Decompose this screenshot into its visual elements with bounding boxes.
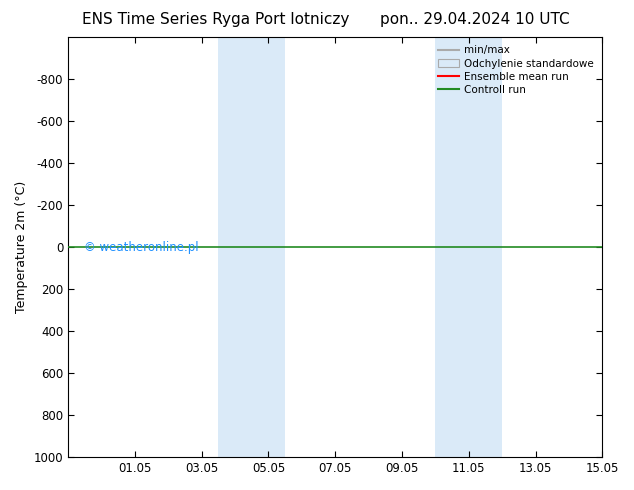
Text: © weatheronline.pl: © weatheronline.pl — [84, 241, 198, 254]
Text: pon.. 29.04.2024 10 UTC: pon.. 29.04.2024 10 UTC — [380, 12, 570, 27]
Legend: min/max, Odchylenie standardowe, Ensemble mean run, Controll run: min/max, Odchylenie standardowe, Ensembl… — [435, 42, 597, 98]
Bar — [218, 37, 285, 457]
Text: ENS Time Series Ryga Port lotniczy: ENS Time Series Ryga Port lotniczy — [82, 12, 350, 27]
Bar — [436, 37, 502, 457]
Y-axis label: Temperature 2m (°C): Temperature 2m (°C) — [15, 181, 28, 313]
